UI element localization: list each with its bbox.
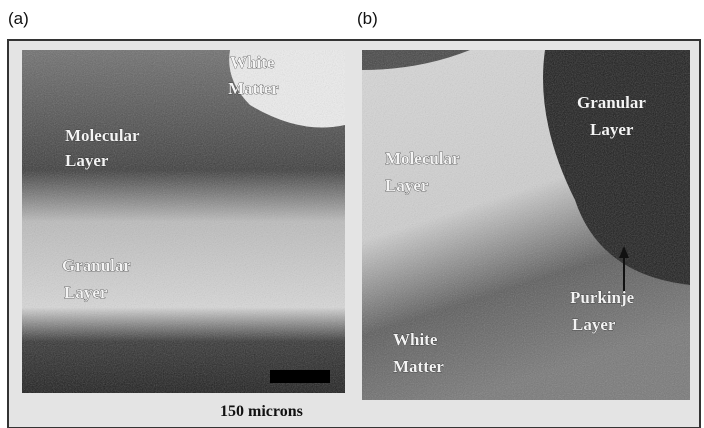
panel-label: (a)	[8, 9, 29, 28]
annotation: Layer	[385, 176, 429, 195]
texture	[22, 50, 345, 393]
annotation: Layer	[65, 151, 109, 170]
annotation: Matter	[228, 79, 279, 98]
annotation: Molecular	[385, 149, 460, 168]
annotation: Layer	[64, 283, 108, 302]
scale-caption: 150 microns	[220, 403, 303, 420]
annotation: Purkinje	[570, 288, 635, 307]
figure: (a) (b) 150 microns White Matter Molecul…	[0, 0, 704, 428]
annotation: Molecular	[65, 126, 140, 145]
annotation: Layer	[572, 315, 616, 334]
annotation: White	[230, 53, 275, 72]
panel-label: (b)	[357, 9, 378, 28]
scale-bar	[270, 370, 330, 383]
annotation: Granular	[62, 256, 131, 275]
annotation: Matter	[393, 357, 444, 376]
annotation: White	[393, 330, 438, 349]
annotation: Layer	[590, 120, 634, 139]
annotation: Granular	[577, 93, 646, 112]
